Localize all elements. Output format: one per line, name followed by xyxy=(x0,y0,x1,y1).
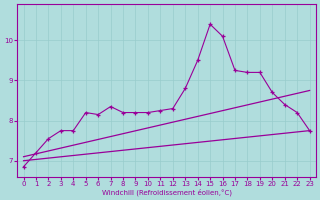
X-axis label: Windchill (Refroidissement éolien,°C): Windchill (Refroidissement éolien,°C) xyxy=(101,188,232,196)
